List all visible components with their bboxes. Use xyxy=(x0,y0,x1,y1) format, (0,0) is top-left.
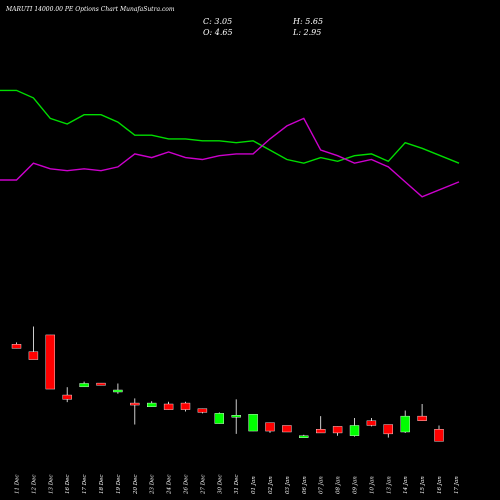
x-tick-label: 08 Jan xyxy=(336,476,342,494)
candle-body-up xyxy=(79,383,89,388)
x-tick-label: 12 Dec xyxy=(31,475,37,495)
x-tick-label: 15 Jan xyxy=(420,476,426,494)
candle xyxy=(366,418,377,427)
x-tick-label: 17 Jan xyxy=(454,476,460,494)
x-tick-label: 03 Jan xyxy=(285,476,291,494)
candle-body-up xyxy=(248,414,258,432)
x-tick-label: 26 Dec xyxy=(184,475,190,496)
x-tick-label: 02 Jan xyxy=(268,476,274,494)
x-tick-label: 13 Jan xyxy=(386,476,392,494)
x-tick-label: 06 Jan xyxy=(302,476,308,494)
x-tick-label: 18 Dec xyxy=(99,475,105,495)
x-tick-label: 16 Dec xyxy=(65,475,71,495)
candle xyxy=(163,401,174,410)
magenta-indicator-line xyxy=(0,117,460,198)
x-tick-label: 24 Dec xyxy=(167,475,173,496)
candle xyxy=(400,410,410,433)
low-label: L: 2.95 xyxy=(292,28,321,37)
x-tick-label: 31 Dec xyxy=(234,475,240,495)
candle xyxy=(248,414,258,432)
candle-body-down xyxy=(130,402,140,406)
candle-body-down xyxy=(332,426,343,434)
candle xyxy=(265,422,275,433)
candle-body-down xyxy=(417,415,427,421)
candle xyxy=(79,381,89,388)
candle-body-down xyxy=(62,394,72,400)
close-label: C: 3.05 xyxy=(203,17,232,26)
candle-body-down xyxy=(316,429,326,434)
candle-body-up xyxy=(299,435,309,438)
x-tick-label: 20 Dec xyxy=(133,475,139,496)
candle-body-down xyxy=(265,422,275,432)
candle xyxy=(316,416,326,434)
candle xyxy=(130,398,140,425)
x-tick-label: 17 Dec xyxy=(82,475,88,495)
candle xyxy=(299,434,309,438)
candle xyxy=(28,326,39,360)
candle-body-down xyxy=(434,429,444,442)
candle xyxy=(62,387,72,403)
candle-body-down xyxy=(366,420,377,426)
candle-body-down xyxy=(11,344,22,349)
candle xyxy=(197,408,208,414)
candle-body-down xyxy=(163,403,174,410)
candle xyxy=(349,418,360,437)
candle-body-down xyxy=(383,424,393,435)
candle xyxy=(332,426,343,436)
candle xyxy=(11,342,22,349)
indicator-lines xyxy=(0,89,460,198)
candle xyxy=(434,425,444,442)
candle-body-down xyxy=(282,425,292,433)
x-tick-label: 13 Dec xyxy=(48,475,54,495)
x-axis-ticks: 11 Dec 12 Dec 13 Dec 16 Dec 17 Dec 18 Dec 19 D… xyxy=(15,475,460,496)
candle-body-down xyxy=(28,351,39,360)
candle-body-up xyxy=(231,415,241,418)
x-tick-label: 09 Jan xyxy=(353,476,359,494)
candle xyxy=(146,401,157,408)
x-tick-label: 30 Dec xyxy=(217,475,223,495)
candle xyxy=(417,404,427,421)
candle xyxy=(383,424,393,438)
x-tick-label: 01 Jan xyxy=(251,476,257,494)
candles xyxy=(11,326,444,442)
candle-body-down xyxy=(180,402,191,410)
candle-body-up xyxy=(349,425,360,436)
x-tick-label: 14 Jan xyxy=(403,476,409,494)
candle xyxy=(282,425,292,433)
green-indicator-line xyxy=(0,89,460,164)
candle xyxy=(113,383,123,394)
x-tick-label: 11 Dec xyxy=(15,475,21,495)
candle xyxy=(231,399,241,434)
candle-body-up xyxy=(146,402,157,408)
open-label: O: 4.65 xyxy=(203,28,233,37)
x-tick-label: 23 Dec xyxy=(150,475,156,496)
candle-body-up xyxy=(214,413,225,424)
x-tick-label: 27 Dec xyxy=(200,475,206,496)
x-tick-label: 07 Jan xyxy=(319,476,325,494)
x-tick-label: 10 Jan xyxy=(369,476,375,494)
high-label: H: 5.65 xyxy=(292,17,323,26)
x-tick-label: 19 Dec xyxy=(116,475,122,495)
candle-body-down xyxy=(45,334,55,390)
chart-title: MARUTI 14000.00 PE Options Chart MunafaS… xyxy=(5,6,175,13)
candle-body-down xyxy=(197,408,208,413)
candle-body-up xyxy=(113,389,123,393)
candle xyxy=(45,334,55,390)
candle-body-up xyxy=(400,415,410,433)
candle xyxy=(214,412,225,424)
candle-body-down xyxy=(96,382,106,386)
x-tick-label: 16 Jan xyxy=(437,476,443,494)
candle xyxy=(96,382,106,386)
candle xyxy=(180,401,191,412)
